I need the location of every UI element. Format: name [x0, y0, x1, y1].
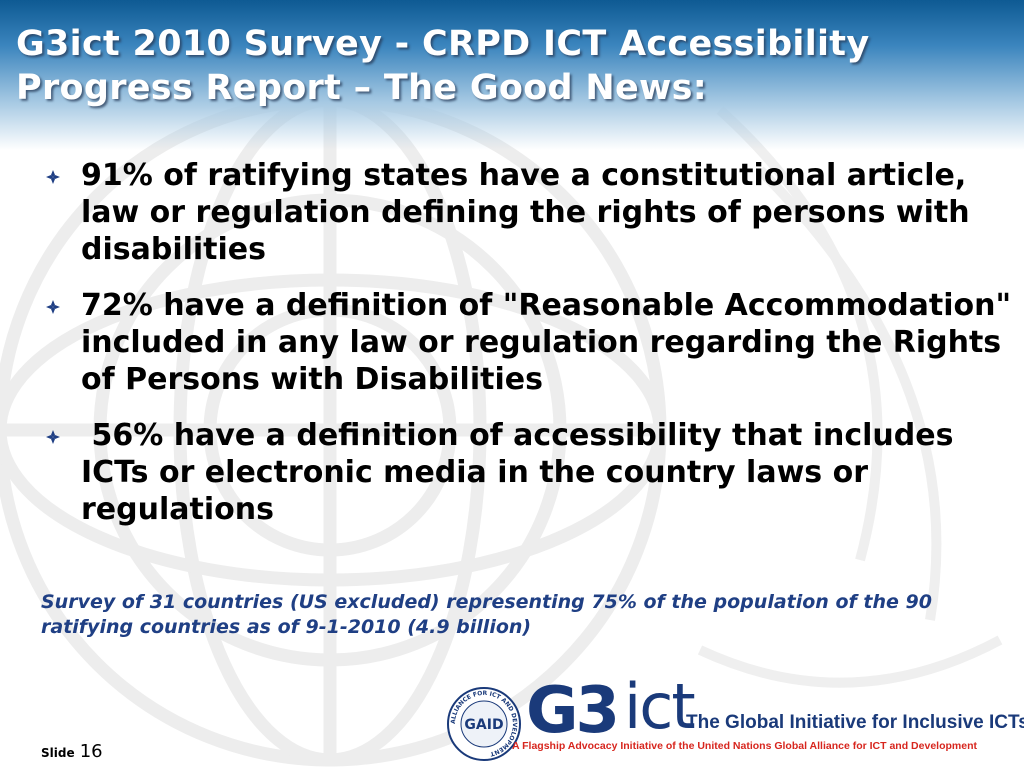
survey-note: Survey of 31 countries (US excluded) rep… — [41, 591, 932, 638]
seal-text: GAID — [464, 717, 503, 733]
header-band — [0, 0, 1024, 150]
slide-title: G3ict 2010 Survey - CRPD ICT Accessibili… — [16, 24, 870, 108]
slide-number: Slide 16 — [41, 741, 103, 762]
gaid-seal-logo: ALLIANCE FOR ICT AND DEVELOPMENT GAID — [447, 687, 521, 761]
slide-label: Slide — [41, 746, 75, 760]
bullet-item: 56% have a definition of accessibility t… — [44, 417, 1014, 528]
logo-subline: A Flagship Advocacy Initiative of the Un… — [512, 740, 977, 752]
bullet-item: 72% have a definition of "Reasonable Acc… — [44, 287, 1014, 398]
bullet-text: 56% have a definition of accessibility t… — [81, 418, 964, 527]
bullet-item: 91% of ratifying states have a constitut… — [44, 157, 1014, 268]
logo-g3: G3 — [526, 674, 620, 748]
diamond-bullet-icon — [46, 430, 60, 444]
diamond-bullet-icon — [46, 170, 60, 184]
g3ict-logo: ALLIANCE FOR ICT AND DEVELOPMENT GAID G3… — [446, 674, 1024, 764]
logo-tagline: The Global Initiative for Inclusive ICTs — [686, 712, 1024, 733]
bullet-text: 91% of ratifying states have a constitut… — [81, 158, 970, 267]
slide-number-value: 16 — [79, 741, 103, 762]
bullet-list: 91% of ratifying states have a constitut… — [44, 157, 1014, 547]
logo-ict: ict — [624, 670, 696, 743]
diamond-bullet-icon — [46, 300, 60, 314]
bullet-text: 72% have a definition of "Reasonable Acc… — [81, 288, 1012, 397]
